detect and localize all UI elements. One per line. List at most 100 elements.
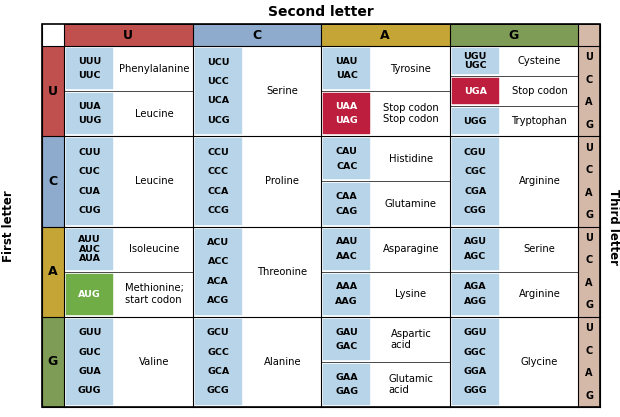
Text: G: G: [585, 301, 593, 311]
Text: AUG: AUG: [78, 290, 101, 299]
Text: AGC: AGC: [464, 252, 486, 261]
Text: GCA: GCA: [207, 367, 229, 376]
Text: GUU: GUU: [78, 329, 102, 337]
Text: GAC: GAC: [335, 342, 358, 351]
Text: CGA: CGA: [464, 186, 486, 196]
Bar: [451, 48, 499, 74]
Text: GCG: GCG: [207, 386, 229, 395]
Text: C: C: [585, 75, 593, 85]
Text: C: C: [585, 346, 593, 356]
Text: G: G: [48, 355, 58, 368]
Text: CAG: CAG: [335, 207, 358, 216]
Bar: [66, 274, 113, 315]
Text: CCG: CCG: [207, 206, 229, 215]
Text: Leucine: Leucine: [135, 109, 174, 119]
Text: GGA: GGA: [464, 367, 487, 376]
Text: AUA: AUA: [79, 254, 100, 264]
Text: Glycine: Glycine: [521, 357, 558, 367]
Text: GCU: GCU: [207, 329, 229, 337]
Bar: [450, 24, 578, 46]
Bar: [323, 93, 370, 134]
Text: CUA: CUA: [79, 186, 100, 196]
Bar: [451, 274, 499, 315]
Bar: [42, 136, 64, 226]
Bar: [323, 183, 370, 224]
Text: CUC: CUC: [79, 167, 100, 176]
Text: Valine: Valine: [139, 357, 169, 367]
Text: CAU: CAU: [336, 147, 358, 156]
Text: U: U: [585, 143, 593, 153]
Text: ACA: ACA: [207, 277, 229, 286]
Text: AGG: AGG: [464, 297, 487, 306]
Text: U: U: [123, 28, 133, 42]
Bar: [451, 78, 499, 104]
Text: Alanine: Alanine: [264, 357, 301, 367]
Bar: [195, 48, 242, 134]
Bar: [195, 319, 242, 405]
Text: Asparagine: Asparagine: [383, 244, 439, 254]
Text: Lysine: Lysine: [396, 289, 427, 299]
Bar: [578, 24, 600, 407]
Text: UAC: UAC: [336, 71, 358, 80]
Text: Histidine: Histidine: [389, 154, 433, 164]
Text: CGG: CGG: [464, 206, 487, 215]
Text: C: C: [585, 165, 593, 175]
Text: G: G: [508, 28, 519, 42]
Text: Isoleucine: Isoleucine: [129, 244, 179, 254]
Text: GCC: GCC: [207, 348, 229, 357]
Text: GAG: GAG: [335, 387, 358, 396]
Text: U: U: [585, 233, 593, 243]
Text: UCG: UCG: [207, 116, 229, 125]
Text: U: U: [585, 52, 593, 62]
Text: UCU: UCU: [207, 58, 229, 67]
Text: C: C: [585, 255, 593, 265]
Text: UUC: UUC: [79, 71, 101, 80]
Text: Arginine: Arginine: [518, 289, 560, 299]
Text: GUA: GUA: [78, 367, 101, 376]
Text: G: G: [585, 120, 593, 130]
Text: Methionine;
start codon: Methionine; start codon: [125, 284, 184, 305]
Text: Glutamic
acid: Glutamic acid: [389, 374, 433, 395]
Text: CAA: CAA: [336, 192, 358, 201]
Text: Tyrosine: Tyrosine: [391, 63, 432, 73]
Bar: [323, 364, 370, 405]
Text: ACC: ACC: [208, 258, 229, 266]
Bar: [321, 24, 450, 46]
Text: Cysteine: Cysteine: [518, 56, 561, 66]
Text: Third letter: Third letter: [608, 188, 620, 264]
Bar: [195, 229, 242, 315]
Text: Arginine: Arginine: [518, 176, 560, 186]
Text: CUG: CUG: [78, 206, 101, 215]
Text: Leucine: Leucine: [135, 176, 174, 186]
Text: CCC: CCC: [208, 167, 229, 176]
Text: UAA: UAA: [335, 102, 358, 111]
Text: GAA: GAA: [335, 373, 358, 382]
Text: CCU: CCU: [207, 148, 229, 157]
Text: U: U: [48, 85, 58, 98]
Bar: [66, 138, 113, 224]
Bar: [42, 226, 64, 317]
Text: UAG: UAG: [335, 116, 358, 126]
Bar: [66, 48, 113, 89]
Text: AGA: AGA: [464, 282, 487, 291]
Bar: [66, 319, 113, 405]
Text: C: C: [48, 175, 58, 188]
Text: G: G: [585, 391, 593, 401]
Text: Serine: Serine: [523, 244, 556, 254]
Text: AAC: AAC: [336, 252, 358, 261]
Bar: [323, 319, 370, 360]
Text: AAG: AAG: [335, 297, 358, 306]
Text: AUU: AUU: [78, 235, 101, 244]
Text: Stop codon
Stop codon: Stop codon Stop codon: [383, 103, 439, 125]
Text: UGG: UGG: [463, 117, 487, 126]
Bar: [66, 93, 113, 134]
Text: A: A: [585, 368, 593, 378]
Text: AAA: AAA: [335, 282, 358, 291]
Bar: [42, 46, 64, 136]
Text: AAU: AAU: [335, 237, 358, 246]
Text: Serine: Serine: [267, 86, 298, 96]
Bar: [195, 138, 242, 224]
Text: GAU: GAU: [335, 328, 358, 337]
Text: UGA: UGA: [464, 87, 487, 95]
Bar: [64, 24, 192, 46]
